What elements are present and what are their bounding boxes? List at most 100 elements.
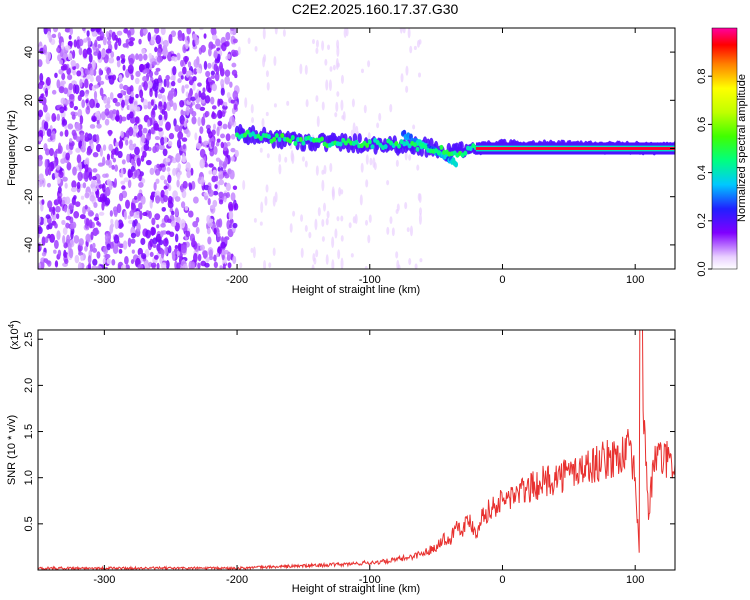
heat-noise-cell [212, 190, 219, 196]
heat-noise-cell [150, 226, 156, 236]
heat-noise-cell [174, 207, 179, 217]
heat-noise-cell [106, 258, 112, 265]
y-tick-label: 20 [23, 94, 35, 106]
heat-noise-cell [194, 92, 199, 100]
heat-noise-cell [206, 227, 211, 235]
heat-noise-cell [227, 53, 231, 60]
x-tick-label: -200 [226, 574, 248, 586]
heat-noise-cell [129, 111, 134, 119]
heat-noise-cell [405, 85, 409, 93]
heat-noise-cell [205, 257, 210, 263]
heat-noise-cell [199, 148, 206, 158]
heat-noise-cell [323, 202, 327, 212]
heat-noise-cell [193, 58, 200, 69]
heat-noise-cell [104, 103, 111, 109]
heat-noise-cell [55, 205, 61, 213]
y-tick-label: 2.5 [23, 332, 35, 347]
heat-noise-cell [153, 254, 159, 260]
heat-noise-cell [263, 54, 267, 63]
heat-noise-cell [408, 258, 412, 266]
heat-noise-cell [72, 69, 77, 76]
heat-noise-cell [98, 68, 102, 76]
heat-noise-cell [130, 91, 134, 98]
heat-noise-cell [56, 47, 60, 53]
colorbar-label: Normalized spectral amplitude [736, 74, 748, 222]
heat-noise-cell [414, 263, 418, 269]
heat-noise-cell [156, 55, 163, 63]
heat-noise-cell [105, 173, 109, 178]
heat-noise-cell [62, 176, 68, 182]
heat-noise-cell [91, 265, 98, 269]
heat-noise-cell [38, 262, 42, 269]
heat-noise-cell [300, 247, 304, 259]
heat-noise-cell [215, 141, 220, 147]
heat-noise-cell [53, 249, 57, 254]
heat-noise-cell [274, 191, 278, 203]
x-tick-label: -300 [93, 574, 115, 586]
heat-noise-cell [112, 157, 117, 163]
heat-noise-cell [92, 258, 98, 266]
heat-noise-cell [203, 192, 208, 197]
heat-noise-cell [149, 194, 154, 201]
heat-noise-cell [152, 244, 157, 249]
heat-noise-cell [208, 170, 213, 175]
heat-noise-cell [130, 238, 136, 244]
heat-noise-cell [329, 162, 333, 173]
heat-noise-cell [172, 102, 178, 111]
heat-noise-cell [106, 243, 111, 251]
heat-noise-cell [321, 179, 325, 192]
heat-noise-cell [233, 202, 239, 211]
heat-noise-cell [157, 93, 163, 100]
heat-noise-cell [154, 136, 160, 141]
heat-noise-cell [274, 28, 278, 35]
heat-noise-cell [263, 259, 267, 269]
heat-noise-cell [327, 44, 331, 51]
heat-noise-cell [340, 235, 344, 242]
heat-noise-cell [130, 165, 136, 172]
heat-noise-cell [71, 180, 77, 189]
heat-noise-cell [226, 91, 231, 99]
heat-noise-cell [38, 159, 43, 167]
heat-noise-cell [218, 98, 224, 106]
heat-noise-cell [67, 74, 73, 81]
heat-noise-cell [102, 246, 108, 255]
heat-noise-cell [187, 61, 192, 68]
heat-noise-cell [222, 263, 226, 269]
heat-noise-cell [278, 153, 282, 163]
heat-noise-cell [49, 233, 56, 243]
heat-noise-cell [176, 262, 181, 269]
heat-noise-cell [314, 218, 318, 231]
heat-noise-cell [97, 162, 104, 167]
heat-noise-cell [262, 28, 266, 40]
heat-noise-cell [336, 216, 340, 222]
heat-noise-cell [224, 69, 231, 77]
heat-noise-cell [188, 260, 193, 269]
heat-signal-cell [338, 141, 343, 147]
heat-noise-cell [268, 262, 272, 269]
heat-noise-cell [227, 201, 234, 211]
heat-noise-cell [367, 132, 371, 141]
heat-noise-cell [219, 61, 224, 72]
heat-noise-cell [299, 63, 303, 75]
heat-noise-cell [47, 200, 53, 209]
heat-noise-cell [213, 254, 217, 262]
heat-noise-cell [196, 67, 202, 74]
heat-signal-cell [280, 133, 285, 139]
heat-noise-cell [38, 226, 43, 235]
heat-noise-cell [62, 63, 68, 71]
heat-noise-cell [203, 33, 207, 39]
heat-noise-cell [78, 47, 83, 56]
heat-signal-cell [370, 144, 375, 150]
heat-noise-cell [214, 175, 219, 182]
heat-noise-cell [170, 30, 177, 38]
heat-noise-cell [221, 42, 227, 52]
heat-noise-cell [93, 51, 99, 56]
heat-noise-cell [225, 133, 231, 142]
heat-noise-cell [121, 185, 126, 190]
heat-noise-cell [130, 74, 134, 81]
heat-noise-cell [78, 162, 82, 172]
heat-noise-cell [96, 251, 101, 259]
heat-noise-cell [343, 28, 347, 38]
heat-noise-cell [142, 211, 148, 217]
